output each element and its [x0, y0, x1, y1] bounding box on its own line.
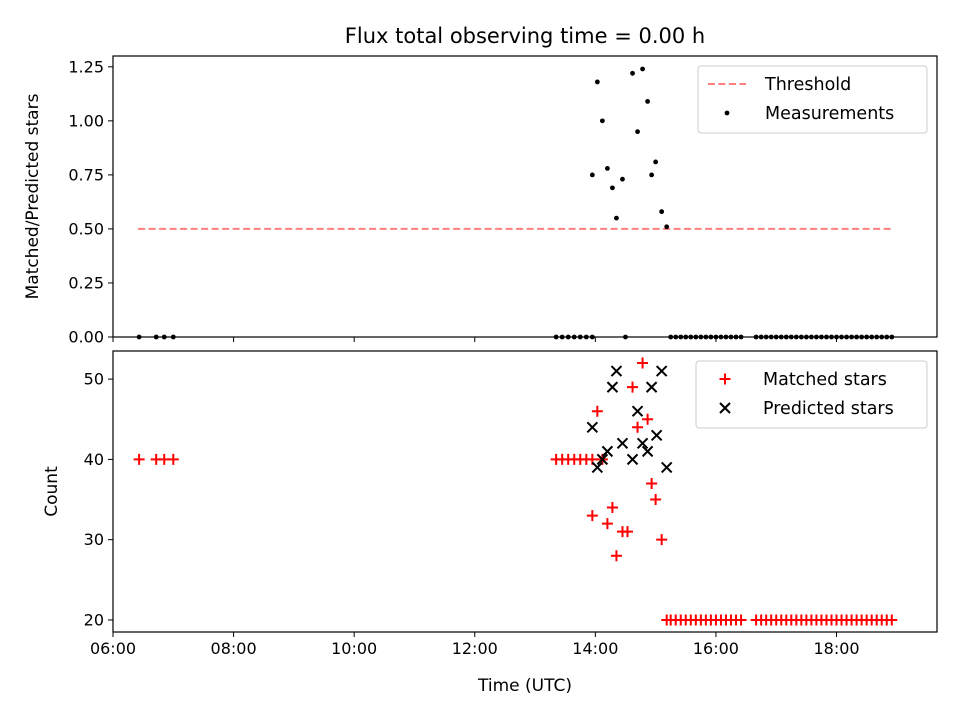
legend-label: Threshold	[764, 75, 851, 95]
panel-ratio: 0.00 0.25 0.50 0.75 1.00 1.25 Matched/Predict…	[23, 55, 938, 347]
data-point	[656, 534, 668, 546]
y-tick-label: 0.50	[68, 219, 104, 238]
data-point	[646, 477, 658, 489]
data-point	[614, 215, 619, 221]
data-point	[589, 172, 595, 178]
x-tick-label: 14:00	[572, 639, 618, 658]
data-point	[601, 518, 613, 530]
data-point	[610, 185, 615, 191]
data-point	[640, 66, 645, 72]
data-point	[601, 445, 614, 458]
data-point	[660, 461, 673, 474]
data-point	[650, 429, 663, 442]
figure-title: Flux total observing time = 0.00 h	[345, 24, 705, 48]
x-tick-label: 06:00	[90, 639, 136, 658]
x-tick-label: 08:00	[211, 639, 257, 658]
x-tick-label: 18:00	[813, 639, 859, 658]
data-point	[591, 461, 604, 474]
x-axis-label: Time (UTC)	[477, 676, 572, 696]
data-point	[616, 437, 629, 450]
x-ticks-count: 06:00 08:00 10:00 12:00 14:00 16:00 18:00	[90, 632, 860, 658]
x-tick-label: 16:00	[693, 639, 739, 658]
legend-label: Matched stars	[763, 370, 887, 390]
data-point	[620, 176, 625, 182]
data-point	[637, 357, 649, 369]
data-point	[635, 129, 640, 135]
y-axis-label-ratio: Matched/Predicted stars	[23, 93, 43, 299]
data-point	[735, 614, 747, 626]
legend-count: Matched stars Predicted stars	[695, 360, 928, 429]
legend-box	[697, 65, 928, 134]
data-point	[591, 405, 603, 417]
x-tick-label: 12:00	[452, 639, 498, 658]
data-point	[645, 381, 658, 393]
data-point	[645, 98, 650, 104]
y-tick-label: 0.00	[68, 328, 104, 347]
data-point	[167, 453, 179, 465]
data-point	[621, 526, 633, 538]
data-point	[636, 437, 649, 450]
x-tick-label: 10:00	[331, 639, 377, 658]
y-tick-label: 40	[84, 450, 104, 469]
data-point	[650, 494, 662, 506]
y-tick-label: 50	[84, 370, 104, 389]
data-point	[653, 159, 659, 165]
y-tick-label: 30	[84, 530, 104, 549]
y-ticks-count: 20 30 40 50	[84, 370, 113, 629]
data-point	[630, 70, 635, 76]
data-point	[664, 224, 670, 230]
y-tick-label: 1.25	[68, 57, 104, 76]
y-tick-label: 0.25	[68, 273, 104, 292]
data-point	[886, 614, 898, 626]
data-point	[659, 209, 665, 215]
axes-frame-ratio	[112, 55, 938, 338]
y-tick-label: 0.75	[68, 165, 104, 184]
legend-label: Predicted stars	[763, 399, 894, 419]
data-point	[599, 118, 605, 124]
data-point	[641, 445, 654, 458]
data-point	[610, 550, 622, 562]
data-point	[586, 510, 598, 522]
legend-label: Measurements	[765, 104, 894, 124]
legend-handle	[719, 373, 731, 385]
y-ticks-ratio: 0.00 0.25 0.50 0.75 1.00 1.25	[68, 57, 113, 347]
data-point	[642, 413, 654, 425]
data-point	[627, 381, 639, 393]
panel-count: 20 30 40 50 06:00 08:00 10:00 12:00 14:00 16:00 1…	[42, 350, 938, 658]
data-point	[649, 172, 655, 178]
axes-frame-count	[112, 350, 938, 633]
legend-handle	[719, 402, 731, 414]
legend-box	[695, 360, 928, 429]
y-axis-label-count: Count	[42, 466, 62, 517]
data-point	[605, 166, 610, 171]
data-point	[632, 421, 644, 433]
x-ticks-ratio	[112, 337, 838, 342]
legend-ratio: Threshold Measurements	[697, 65, 928, 134]
data-point	[596, 453, 609, 466]
data-point	[631, 405, 644, 417]
y-tick-label: 20	[84, 610, 104, 629]
data-point	[606, 502, 618, 514]
data-point	[655, 365, 668, 377]
y-tick-label: 1.00	[68, 111, 104, 130]
marks-count	[133, 357, 898, 626]
data-point	[610, 365, 623, 377]
data-point	[594, 79, 600, 85]
legend-handle	[724, 110, 730, 116]
data-point	[606, 381, 619, 393]
data-point	[586, 421, 599, 433]
data-point	[626, 453, 639, 466]
data-point	[133, 453, 145, 465]
